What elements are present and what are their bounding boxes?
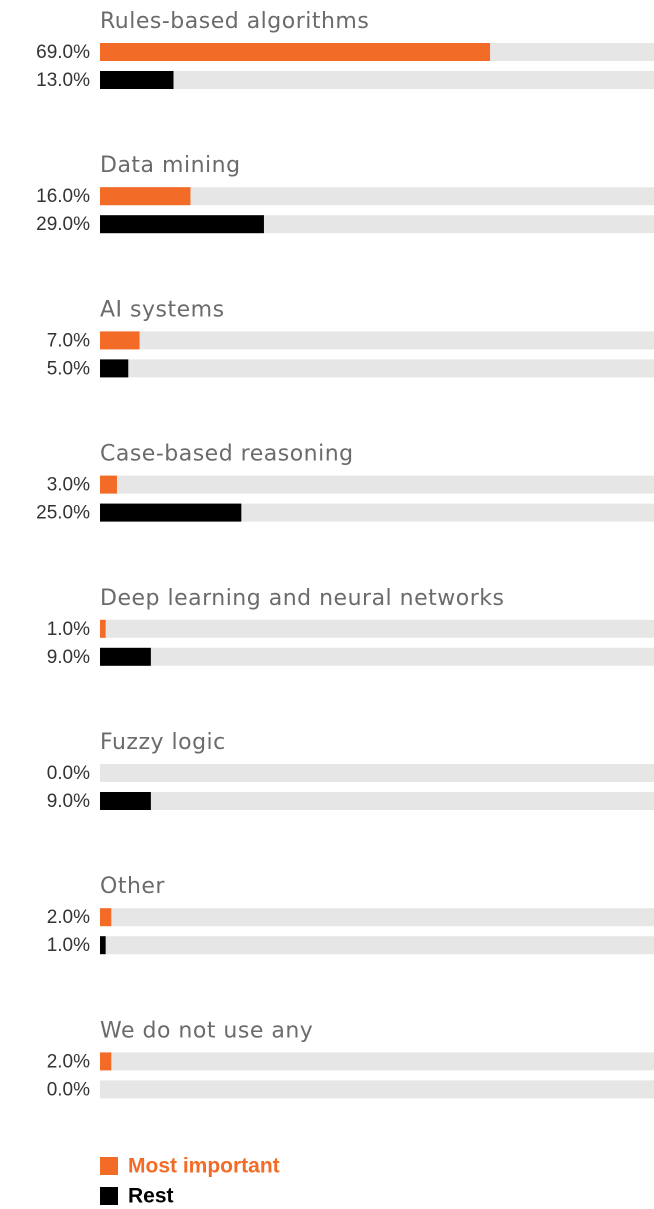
bar <box>100 43 491 61</box>
legend-label: Most important <box>128 1155 280 1178</box>
category-label: We do not use any <box>100 1018 313 1043</box>
bar <box>100 503 242 522</box>
category-label: Rules-based algorithms <box>100 9 369 34</box>
bar <box>100 215 264 234</box>
legend-swatch <box>100 1157 118 1175</box>
category-label: Case-based reasoning <box>100 442 354 467</box>
category-label: Deep learning and neural networks <box>100 586 504 611</box>
value-label: 5.0% <box>47 358 90 379</box>
value-label: 2.0% <box>47 907 90 928</box>
value-label: 0.0% <box>47 763 90 784</box>
bar <box>100 71 174 89</box>
value-label: 13.0% <box>36 70 90 91</box>
category-label: AI systems <box>100 297 225 322</box>
bar-track <box>100 331 654 350</box>
bar-track <box>100 936 654 955</box>
category-label: Data mining <box>100 153 241 178</box>
legend-label: Rest <box>128 1185 174 1208</box>
bar <box>100 619 106 638</box>
category-label: Other <box>100 874 165 899</box>
value-label: 1.0% <box>47 935 90 956</box>
value-label: 69.0% <box>36 42 90 63</box>
value-label: 3.0% <box>47 475 90 496</box>
bar-track <box>100 619 654 638</box>
value-label: 7.0% <box>47 330 90 351</box>
bar <box>100 936 106 955</box>
bar-track <box>100 71 654 89</box>
bar <box>100 331 140 350</box>
bar-track <box>100 187 654 206</box>
value-label: 9.0% <box>47 647 90 668</box>
bar-track <box>100 792 654 810</box>
value-label: 9.0% <box>47 791 90 812</box>
bar <box>100 359 129 378</box>
legend-swatch <box>100 1187 118 1205</box>
value-label: 1.0% <box>47 619 90 640</box>
bar-track <box>100 764 654 782</box>
value-label: 16.0% <box>36 186 90 207</box>
bar <box>100 647 151 666</box>
bar <box>100 475 117 494</box>
bar-track <box>100 1052 654 1071</box>
bar <box>100 908 112 927</box>
bar-track <box>100 1080 654 1099</box>
bar-track <box>100 908 654 927</box>
bar <box>100 187 191 206</box>
bar <box>100 1052 112 1071</box>
value-label: 25.0% <box>36 503 90 524</box>
value-label: 29.0% <box>36 214 90 235</box>
value-label: 2.0% <box>47 1051 90 1072</box>
bar-track <box>100 359 654 378</box>
value-label: 0.0% <box>47 1079 90 1100</box>
category-label: Fuzzy logic <box>100 730 226 755</box>
bar-track <box>100 475 654 494</box>
bar <box>100 792 151 810</box>
bar-track <box>100 647 654 666</box>
